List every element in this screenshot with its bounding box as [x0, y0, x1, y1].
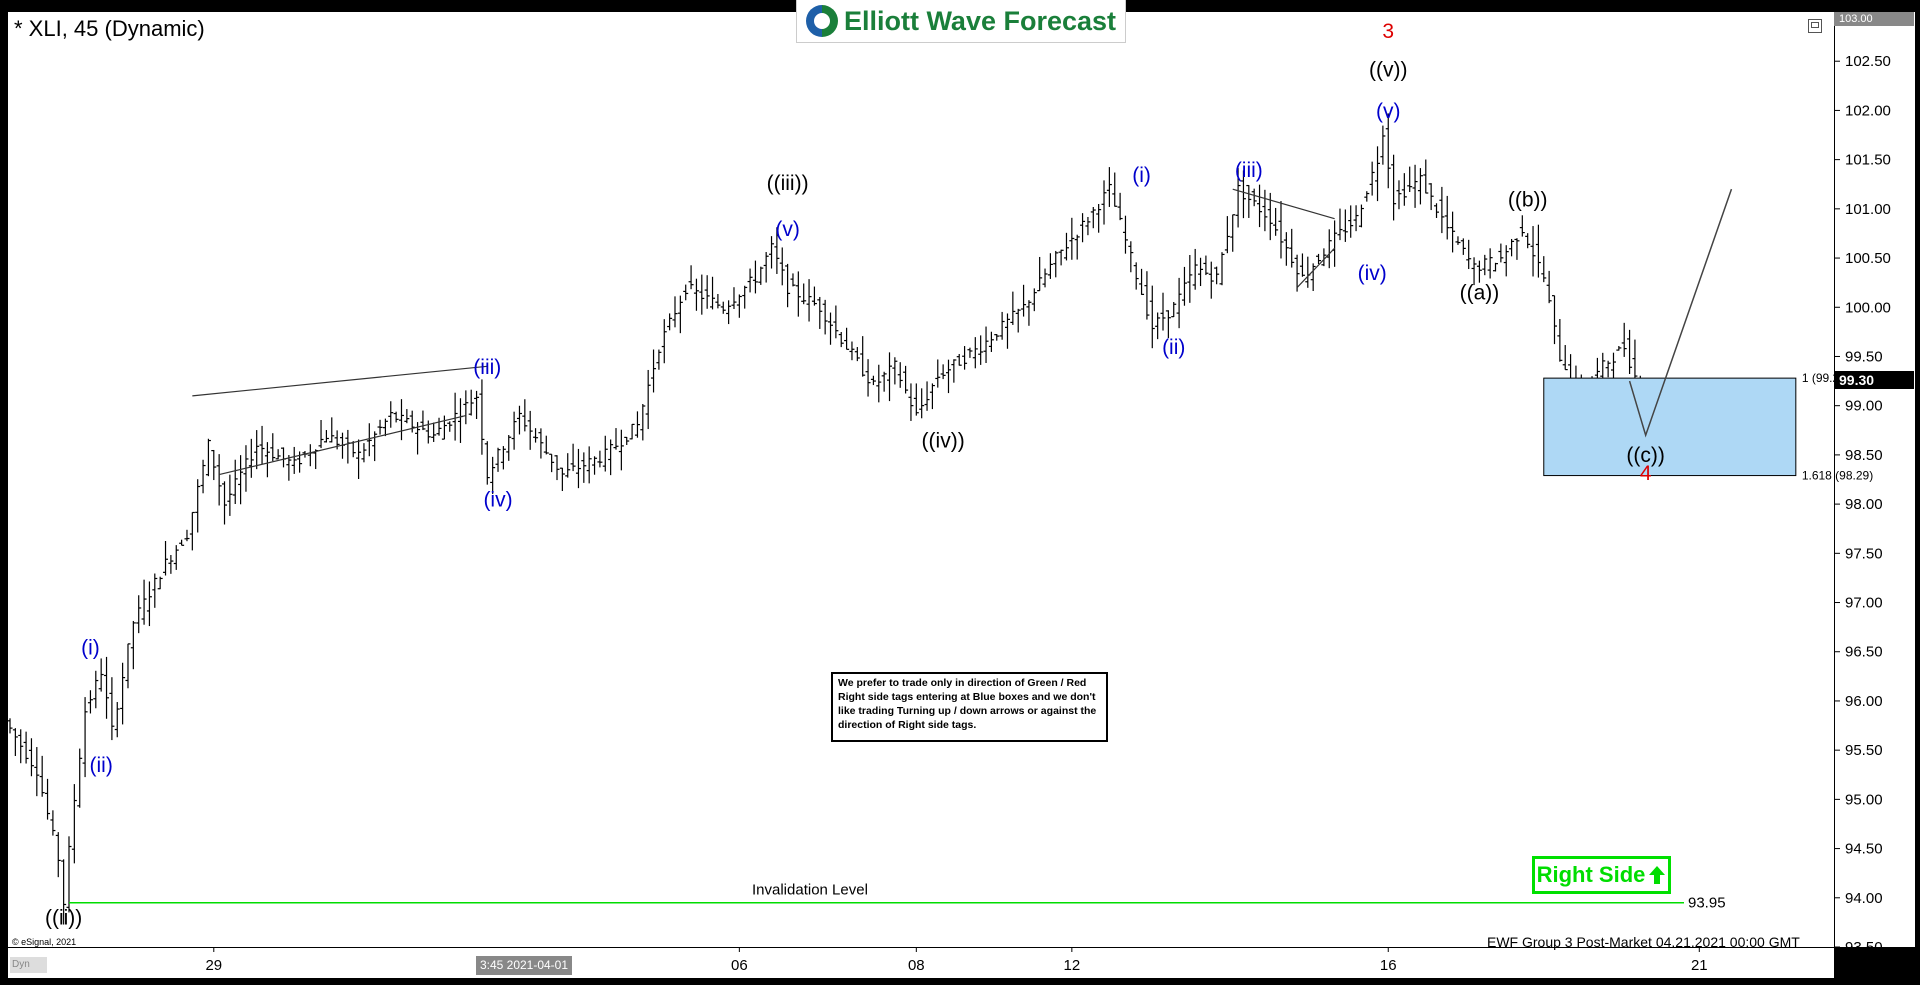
- wave-label: (iii): [1235, 159, 1263, 182]
- y-tick-label: 102.00: [1845, 102, 1891, 119]
- current-price-tag: 99.30: [1834, 371, 1914, 389]
- y-tick-label: 97.00: [1845, 595, 1883, 612]
- y-tick-label: 101.00: [1845, 201, 1891, 218]
- wave-label: (ii): [1162, 336, 1185, 359]
- y-tick-label: 102.50: [1845, 53, 1891, 70]
- plot-area[interactable]: [8, 12, 1834, 947]
- trading-note: We prefer to trade only in direction of …: [831, 672, 1108, 742]
- brand-logo-icon: [805, 5, 838, 37]
- wave-label: (i): [81, 637, 100, 660]
- brand-banner: Elliott Wave Forecast: [796, 0, 1126, 43]
- y-tick-label: 100.00: [1845, 299, 1891, 316]
- y-tick-label: 98.00: [1845, 496, 1883, 513]
- wave-label: ((a)): [1460, 282, 1500, 305]
- y-tick-label: 96.00: [1845, 693, 1883, 710]
- y-tick-label: 99.50: [1845, 348, 1883, 365]
- dyn-button[interactable]: Dyn: [10, 957, 47, 973]
- y-tick-label: 99.00: [1845, 398, 1883, 415]
- right-side-label: Right Side: [1536, 862, 1646, 887]
- time-axis[interactable]: [8, 947, 1834, 978]
- wave-label: (i): [1132, 164, 1151, 187]
- brand-name: Elliott Wave Forecast: [843, 5, 1117, 36]
- wave-label: ((ii)): [45, 907, 82, 930]
- y-tick-label: 97.50: [1845, 545, 1883, 562]
- y-tick-label: 98.50: [1845, 447, 1883, 464]
- wave-label: ((b)): [1508, 189, 1548, 212]
- price-axis[interactable]: [1834, 12, 1915, 947]
- y-tick-label: 100.50: [1845, 250, 1891, 267]
- y-tick-label: 94.00: [1845, 890, 1883, 907]
- wave-label: (v): [775, 218, 800, 241]
- x-tick-label: 29: [205, 957, 222, 974]
- wave-label: ((c)): [1626, 444, 1664, 467]
- x-tick-label: 06: [731, 957, 748, 974]
- wave-label: ((v)): [1369, 59, 1407, 82]
- top-price-tag: 103.00: [1834, 12, 1914, 26]
- trend-line: [1232, 188, 1335, 220]
- y-tick-label: 96.50: [1845, 644, 1883, 661]
- wave-label: (ii): [90, 754, 113, 777]
- x-tick-label: 12: [1063, 957, 1080, 974]
- x-tick-label: 21: [1691, 957, 1708, 974]
- wave-label: 3: [1382, 20, 1394, 43]
- target-blue-box: [1543, 377, 1797, 477]
- x-tick-label: 08: [908, 957, 925, 974]
- wave-label: ((iv)): [922, 429, 965, 452]
- arrow-up-icon: [1649, 866, 1666, 884]
- footer-caption: EWF Group 3 Post-Market 04.21.2021 00:00…: [1487, 934, 1800, 950]
- y-tick-label: 93.50: [1845, 939, 1883, 956]
- invalidation-label: Invalidation Level: [752, 882, 868, 899]
- esignal-copyright: © eSignal, 2021: [12, 937, 77, 947]
- fib-level-label: 1.618 (98.29): [1802, 469, 1873, 483]
- chart-title: * XLI, 45 (Dynamic): [14, 16, 205, 41]
- wave-label: 4: [1640, 462, 1652, 485]
- right-side-tag: Right Side: [1532, 856, 1671, 894]
- wave-label: (iv): [1358, 262, 1387, 285]
- maximize-icon[interactable]: [1808, 19, 1822, 33]
- trend-line: [219, 414, 466, 476]
- wave-label: (iii): [473, 356, 501, 379]
- y-tick-label: 101.50: [1845, 152, 1891, 169]
- x-tick-label: 16: [1380, 957, 1397, 974]
- projection-line: [1628, 188, 1733, 438]
- invalidation-value: 93.95: [1688, 895, 1726, 912]
- crosshair-time-tag: 3:45 2021-04-01: [476, 956, 572, 975]
- wave-label: (v): [1376, 100, 1401, 123]
- y-tick-label: 95.00: [1845, 791, 1883, 808]
- y-tick-label: 95.50: [1845, 742, 1883, 759]
- wave-label: ((iii)): [767, 172, 809, 195]
- y-tick-label: 94.50: [1845, 841, 1883, 858]
- trend-line: [192, 365, 488, 397]
- trend-line: [1296, 247, 1336, 288]
- wave-label: (iv): [483, 488, 512, 511]
